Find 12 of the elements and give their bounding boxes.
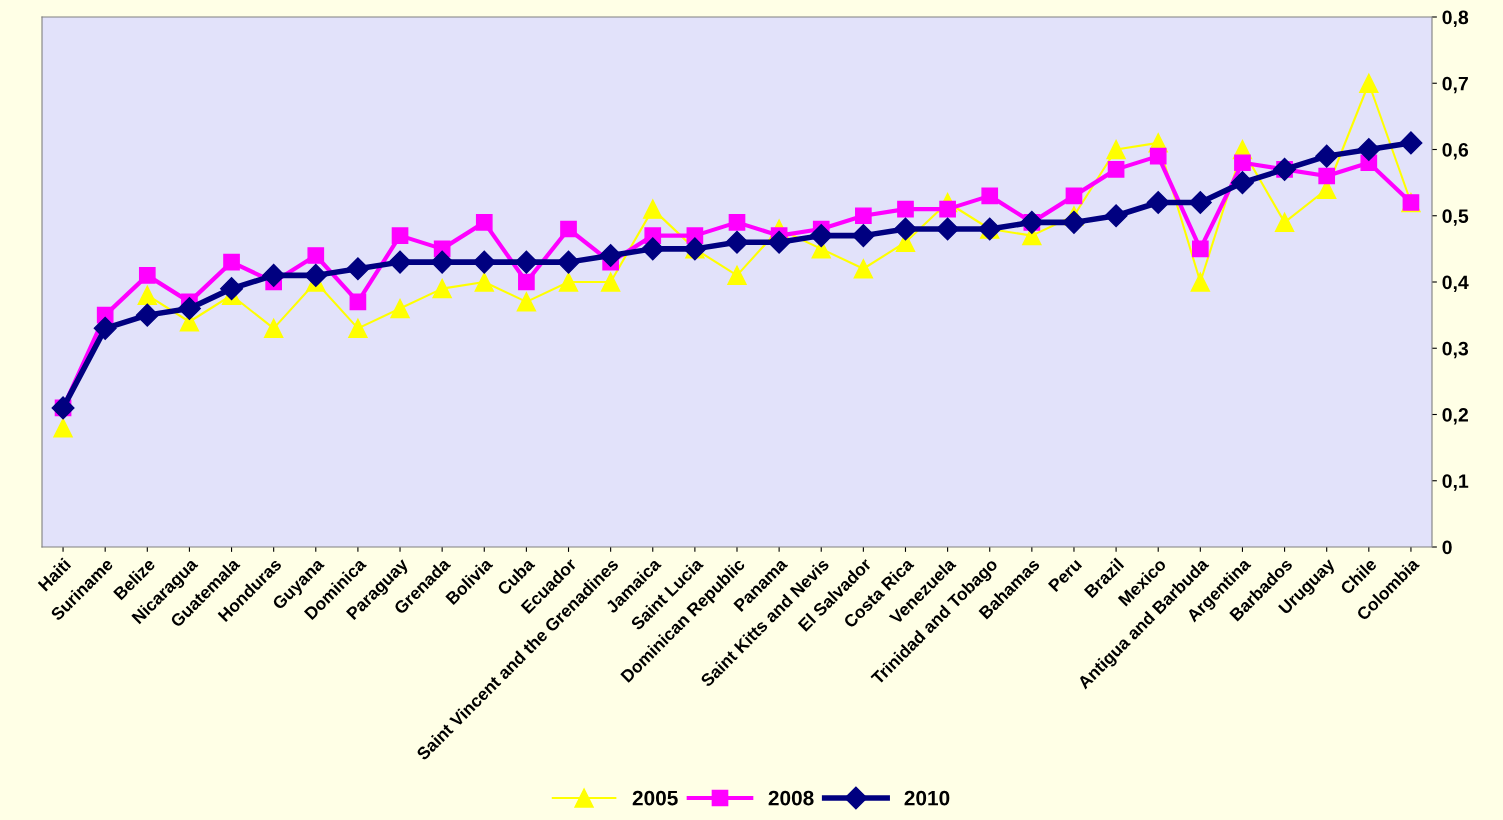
y-tick-label: 0,1 (1442, 474, 1469, 491)
y-tick-label: 0 (1442, 540, 1452, 555)
legend-label: 2008 (768, 790, 814, 806)
legend-label: 2010 (904, 790, 950, 806)
y-tick-label: 0,3 (1442, 341, 1469, 359)
legend-label: 2005 (632, 790, 678, 806)
y-tick-label: 0,2 (1442, 407, 1468, 425)
y-tick-label: 0,8 (1442, 10, 1469, 28)
y-tick-label: 0,5 (1442, 209, 1469, 226)
y-tick-label: 0,7 (1442, 76, 1468, 94)
y-tick-label: 0,6 (1442, 142, 1469, 160)
y-tick-label: 0,4 (1442, 275, 1469, 293)
